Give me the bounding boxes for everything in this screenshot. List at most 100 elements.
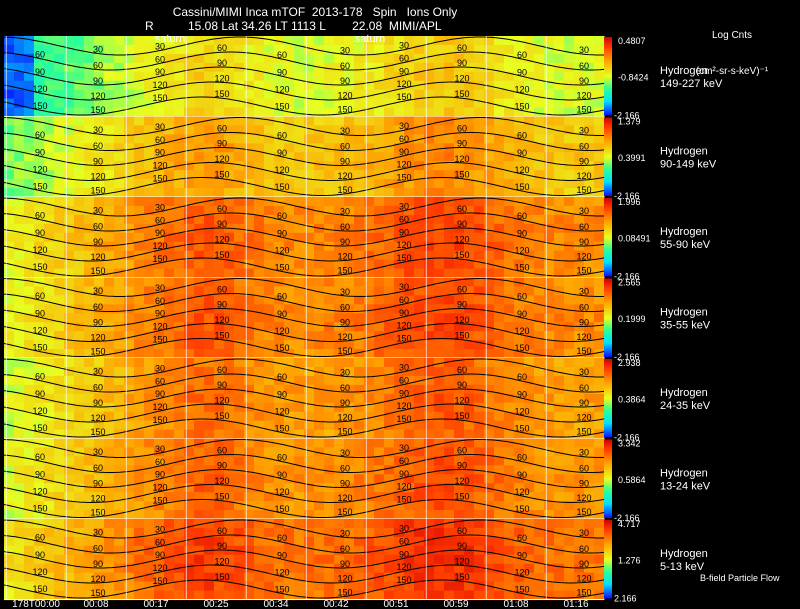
heatmap-cell (284, 340, 295, 350)
heatmap-cell (214, 438, 225, 449)
contour-label: 120 (214, 395, 229, 405)
heatmap-cell (394, 411, 405, 422)
heatmap-cell (64, 501, 75, 511)
heatmap-cell (114, 268, 125, 279)
heatmap-cell (194, 519, 205, 529)
heatmap-cell (224, 393, 235, 404)
heatmap-cell (574, 152, 585, 162)
heatmap-cell (554, 170, 565, 180)
heatmap-cell (324, 268, 335, 279)
heatmap-cell (594, 179, 605, 189)
contour-label: 120 (214, 73, 229, 83)
heatmap-cell (314, 197, 325, 207)
pitch-angle-contour (3, 579, 605, 599)
heatmap-cell (334, 483, 345, 493)
heatmap-cell (534, 170, 545, 180)
heatmap-cell (584, 80, 595, 91)
heatmap-cell (494, 214, 505, 225)
heatmap-cell (424, 241, 435, 252)
heatmap-cell (594, 393, 605, 404)
contour-label: 60 (217, 446, 227, 456)
heatmap-cell (454, 116, 465, 127)
heatmap-cell (104, 465, 115, 475)
colorbar-max: 1.379 (618, 117, 641, 127)
heatmap-cell (394, 527, 405, 538)
contour-label: 90 (517, 470, 527, 480)
contour-label: 30 (93, 206, 103, 216)
heatmap-cell (374, 36, 385, 46)
heatmap-cell (54, 536, 65, 547)
heatmap-cell (384, 366, 395, 377)
heatmap-cell (14, 304, 25, 314)
heatmap-cell (204, 80, 215, 91)
heatmap-cell (144, 331, 155, 341)
heatmap-cell (424, 170, 435, 180)
heatmap-cell (464, 98, 475, 109)
heatmap-cell (134, 456, 145, 466)
heatmap-cell (144, 277, 155, 288)
heatmap-cell (424, 152, 435, 162)
heatmap-cell (304, 322, 315, 332)
heatmap-cell (314, 98, 325, 109)
heatmap-cell (544, 429, 555, 440)
heatmap-cell (494, 205, 505, 216)
heatmap-cell (544, 98, 555, 109)
heatmap-cell (514, 170, 525, 180)
heatmap-cell (434, 304, 445, 314)
heatmap-cell (534, 474, 545, 484)
heatmap-cell (524, 241, 535, 252)
heatmap-cell (44, 340, 55, 350)
heatmap-cell (234, 456, 245, 466)
heatmap-cell (94, 259, 105, 270)
heatmap-cell (44, 438, 55, 449)
heatmap-cell (144, 80, 155, 91)
heatmap-cell (364, 197, 375, 207)
heatmap-cell (524, 250, 535, 261)
heatmap-cell (184, 358, 195, 368)
heatmap-cell (84, 107, 95, 118)
heatmap-cell (94, 107, 105, 118)
heatmap-cell (494, 134, 505, 144)
heatmap-cell (474, 89, 485, 100)
heatmap-cell (264, 89, 275, 100)
heatmap-cell (334, 304, 345, 314)
contour-label: 90 (457, 58, 467, 68)
heatmap-cell (494, 429, 505, 440)
heatmap-cell (564, 53, 575, 64)
heatmap-cell (494, 492, 505, 502)
heatmap-cell (144, 572, 155, 583)
heatmap-cell (344, 501, 355, 511)
heatmap-cell (314, 205, 325, 216)
heatmap-cell (14, 89, 25, 100)
heatmap-cell (504, 474, 515, 484)
heatmap-cell (94, 384, 105, 395)
heatmap-cell (454, 563, 465, 574)
heatmap-cell (534, 358, 545, 368)
heatmap-cell (484, 447, 495, 457)
heatmap-cell (584, 331, 595, 341)
heatmap-cell (364, 277, 375, 288)
heatmap-cell (504, 375, 515, 386)
heatmap-cell (214, 572, 225, 583)
heatmap-cell (344, 143, 355, 153)
heatmap-cell (204, 510, 215, 520)
heatmap-cell (354, 581, 365, 592)
heatmap-cell (354, 250, 365, 261)
heatmap-cell (424, 304, 435, 314)
heatmap-cell (344, 572, 355, 583)
heatmap-cell (444, 411, 455, 422)
heatmap-cell (574, 197, 585, 207)
colorbar (604, 520, 612, 599)
heatmap-cell (454, 107, 465, 118)
heatmap-cell (404, 429, 415, 440)
heatmap-cell (224, 152, 235, 162)
heatmap-cell (294, 80, 305, 91)
heatmap-cell (54, 572, 65, 583)
heatmap-cell (54, 71, 65, 82)
heatmap-cell (454, 581, 465, 592)
heatmap-cell (564, 420, 575, 431)
heatmap-cell (554, 519, 565, 529)
heatmap-cell (184, 429, 195, 440)
heatmap-cell (274, 465, 285, 475)
heatmap-cell (224, 71, 235, 82)
